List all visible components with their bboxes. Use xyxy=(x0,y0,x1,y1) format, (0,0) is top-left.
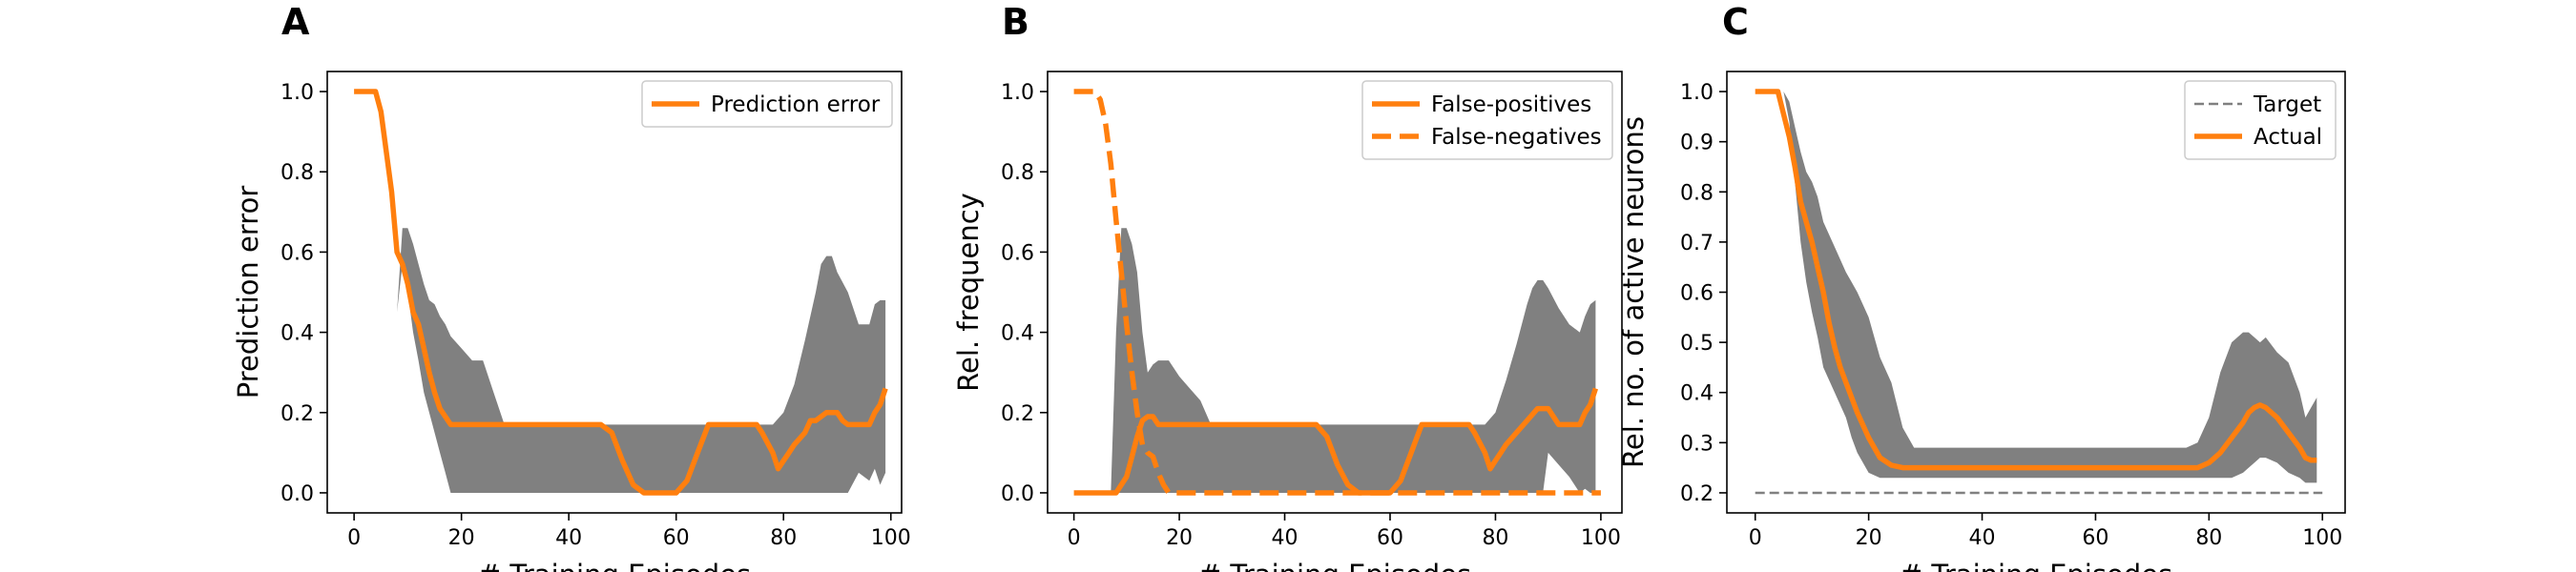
series-line-prediction-error xyxy=(354,89,888,496)
y-tick-label: 0.2 xyxy=(280,402,314,426)
axes-frame xyxy=(326,71,903,514)
confidence-band xyxy=(397,228,886,493)
x-tick-label: 80 xyxy=(2195,526,2222,550)
x-tick-label: 80 xyxy=(770,526,797,550)
x-tick-label: 80 xyxy=(1482,526,1508,550)
legend: Prediction error xyxy=(641,80,893,128)
x-axis-label: # Training Episodes xyxy=(1900,559,2172,572)
panel-a: A 0 20 40 60 80 100 0.0 0.2 0.4 0.6 0.8 1.0 # Trainin… xyxy=(232,1,911,572)
y-tick-label: 0.0 xyxy=(280,482,314,506)
legend: Target Actual xyxy=(2184,80,2337,160)
series-line-false-positives xyxy=(1073,387,1599,496)
legend-frame xyxy=(641,80,893,128)
x-axis-label: # Training Episodes xyxy=(1198,559,1471,572)
x-tick-label: 40 xyxy=(1272,526,1298,550)
y-tick-label: 0.3 xyxy=(1680,432,1714,456)
y-tick-label: 0.8 xyxy=(1680,181,1714,205)
x-tick-label: 100 xyxy=(871,526,911,550)
y-tick-label: 0.6 xyxy=(1001,241,1034,265)
y-tick-label: 0.4 xyxy=(280,322,314,346)
legend-frame xyxy=(2184,80,2337,160)
x-tick-label: 60 xyxy=(663,526,690,550)
y-tick-label: 0.5 xyxy=(1680,332,1714,356)
x-tick-label: 100 xyxy=(1581,526,1621,550)
legend-frame xyxy=(1361,80,1613,160)
legend-label: Prediction error xyxy=(711,92,881,117)
x-tick-label: 20 xyxy=(448,526,475,550)
y-tick-label: 0.4 xyxy=(1001,322,1034,346)
legend-label: False-negatives xyxy=(1431,125,1602,150)
legend-label: Target xyxy=(2253,92,2321,117)
y-axis-label: Rel. no. of active neurons xyxy=(1617,116,1650,468)
confidence-band xyxy=(1111,228,1596,493)
y-tick-label: 0.2 xyxy=(1001,402,1034,426)
panel-b: B 0 20 40 60 80 100 0.0 0.2 0.4 0.6 0.8 1.0 # Trainin… xyxy=(952,1,1623,572)
x-tick-label: 100 xyxy=(2302,526,2342,550)
y-tick-label: 0.4 xyxy=(1680,382,1714,406)
y-tick-label: 0.8 xyxy=(280,161,314,185)
series-line-false-negatives xyxy=(1073,89,1601,496)
x-axis-label: # Training Episodes xyxy=(478,559,751,572)
y-tick-label: 0.6 xyxy=(280,241,314,265)
confidence-band xyxy=(1777,92,2317,483)
y-tick-label: 0.9 xyxy=(1680,132,1714,155)
legend: False-positives False-negatives xyxy=(1361,80,1613,160)
x-tick-label: 60 xyxy=(2082,526,2109,550)
x-tick-label: 40 xyxy=(555,526,582,550)
y-tick-label: 0.6 xyxy=(1680,282,1714,306)
x-tick-label: 0 xyxy=(1749,526,1762,550)
y-axis-label: Prediction error xyxy=(232,186,264,399)
plot-area xyxy=(1755,89,2323,495)
y-tick-label: 0.2 xyxy=(1680,482,1714,506)
panel-c: C 0 20 40 60 80 100 0.2 0.3 0.4 0.5 0.6 0.7 0.8 0.9 1.0… xyxy=(1617,1,2346,572)
series-line-actual xyxy=(1755,89,2317,471)
plot-area xyxy=(1073,89,1601,496)
legend-label: Actual xyxy=(2254,125,2322,150)
x-tick-label: 20 xyxy=(1166,526,1193,550)
panel-letter: C xyxy=(1722,1,1749,43)
x-tick-label: 40 xyxy=(1969,526,1996,550)
panel-letter: B xyxy=(1002,1,1029,43)
y-tick-label: 1.0 xyxy=(1001,81,1034,105)
y-axis-label: Rel. frequency xyxy=(952,193,985,392)
y-tick-label: 0.0 xyxy=(1001,482,1034,506)
x-tick-label: 0 xyxy=(1068,526,1081,550)
x-tick-label: 20 xyxy=(1856,526,1882,550)
x-tick-label: 60 xyxy=(1377,526,1403,550)
y-tick-label: 1.0 xyxy=(1680,81,1714,105)
x-tick-label: 0 xyxy=(347,526,361,550)
y-tick-label: 0.8 xyxy=(1001,161,1034,185)
axes-frame xyxy=(1047,71,1623,514)
panel-letter: A xyxy=(281,1,310,43)
y-tick-label: 1.0 xyxy=(280,81,314,105)
plot-area xyxy=(354,89,888,496)
y-tick-label: 0.7 xyxy=(1680,232,1714,255)
legend-label: False-positives xyxy=(1431,92,1591,117)
